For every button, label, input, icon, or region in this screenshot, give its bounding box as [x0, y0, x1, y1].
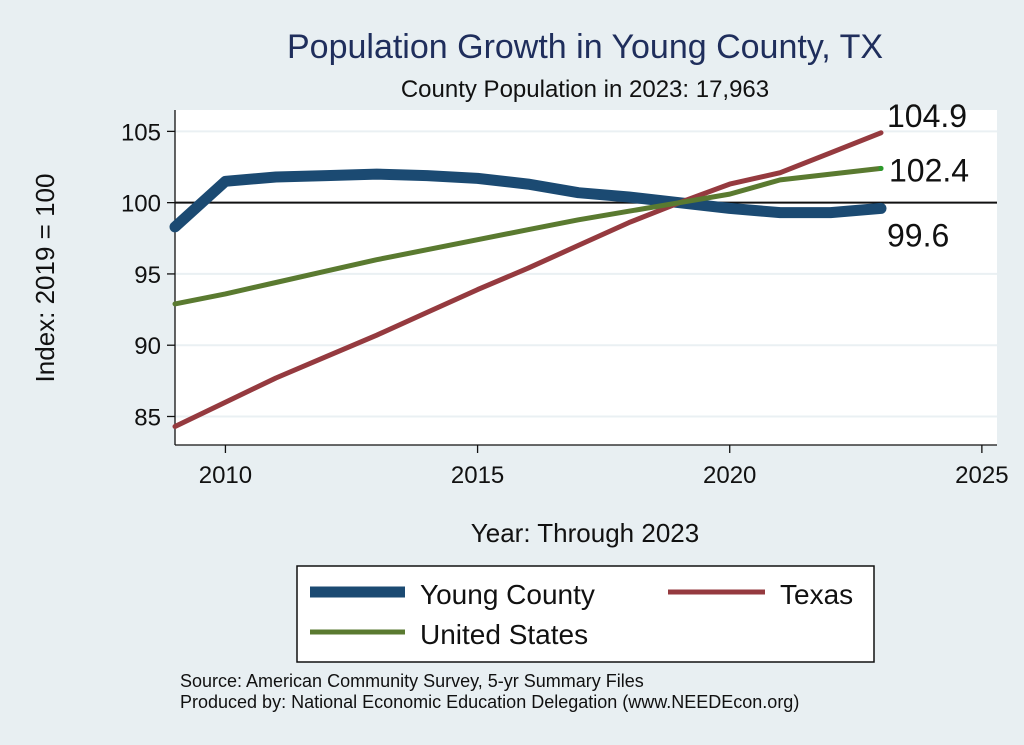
- x-tick-label: 2020: [703, 462, 756, 489]
- plot-area: [175, 110, 997, 445]
- legend: Young County Texas United States: [296, 565, 875, 663]
- y-tick-label: 105: [121, 119, 161, 146]
- end-label-texas: 104.9: [887, 98, 967, 134]
- series-lines: [169, 130, 887, 429]
- end-point-united-states: [878, 165, 884, 171]
- series-line-texas: [172, 130, 884, 429]
- end-label-young-county: 99.6: [887, 217, 949, 253]
- end-labels: 99.6 104.9 102.4: [878, 98, 969, 253]
- series-line-young-county: [169, 168, 887, 233]
- legend-label-texas: Texas: [780, 579, 853, 610]
- source-note: Source: American Community Survey, 5-yr …: [180, 671, 644, 691]
- x-axis-label: Year: Through 2023: [471, 518, 699, 548]
- legend-label-united-states: United States: [420, 619, 588, 650]
- legend-label-young-county: Young County: [420, 579, 595, 610]
- y-tick-label: 95: [134, 262, 161, 289]
- y-tick-label: 85: [134, 404, 161, 431]
- produced-by-note: Produced by: National Economic Education…: [180, 692, 799, 712]
- legend-box: [296, 565, 875, 663]
- x-tick-label: 2010: [199, 462, 252, 489]
- series-line-united-states: [172, 165, 884, 307]
- chart-subtitle: County Population in 2023: 17,963: [401, 76, 769, 103]
- chart-title: Population Growth in Young County, TX: [287, 28, 883, 66]
- end-label-united-states: 102.4: [889, 152, 969, 188]
- x-tick-label: 2025: [955, 462, 1008, 489]
- axes: 85 90 95 100 105 2010 2015 2020 2025: [121, 110, 1009, 489]
- y-axis-label: Index: 2019 = 100: [30, 174, 60, 383]
- x-tick-label: 2015: [451, 462, 504, 489]
- y-tick-label: 90: [134, 333, 161, 360]
- y-tick-label: 100: [121, 191, 161, 218]
